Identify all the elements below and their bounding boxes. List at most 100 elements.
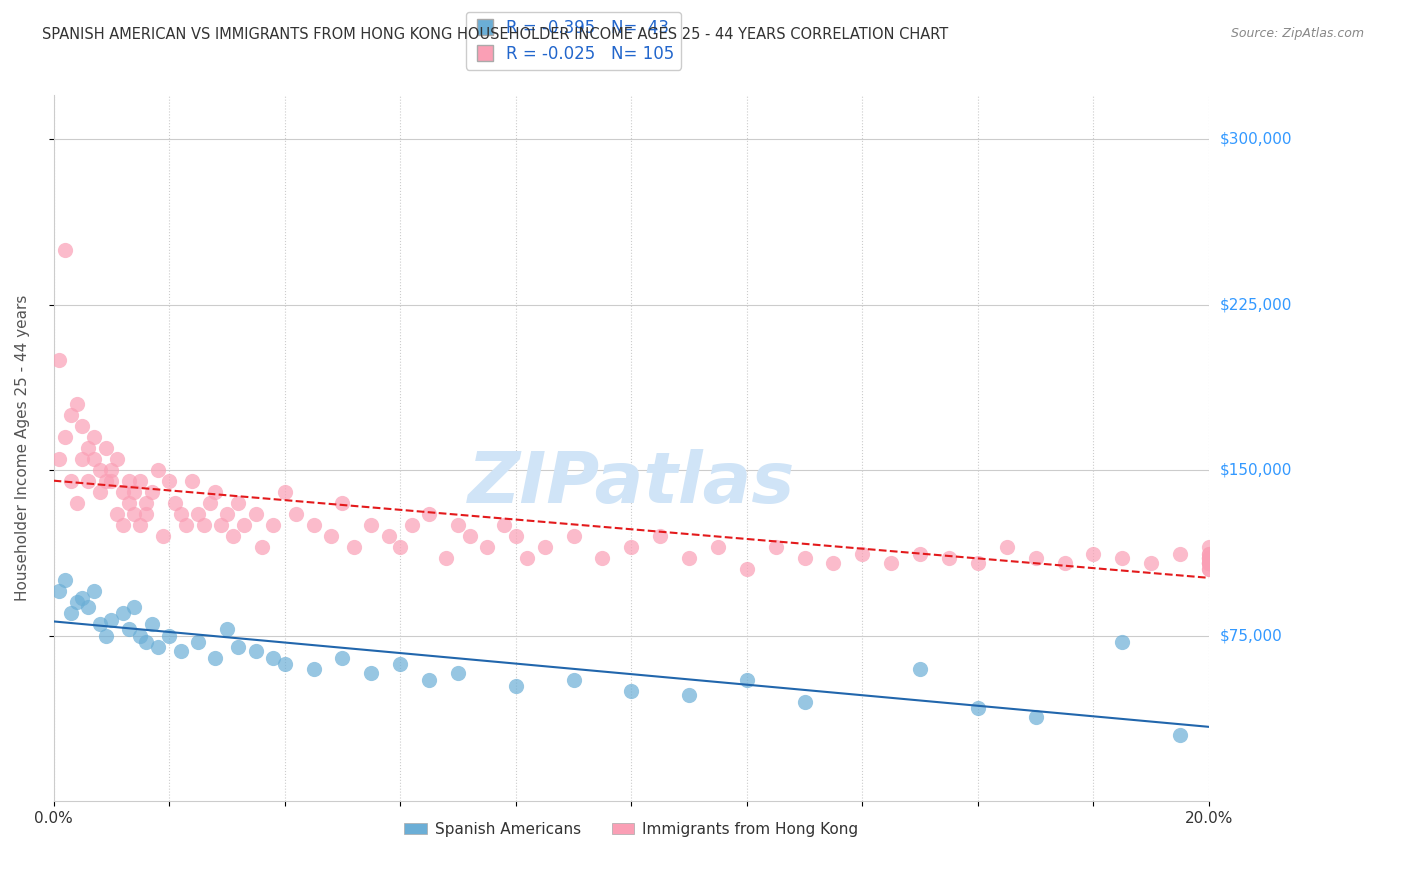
Point [48,452,70,467]
Point [620,541,643,555]
Point [83,430,105,444]
Point [650,529,672,543]
Point [591,551,613,566]
Legend: Spanish Americans, Immigrants from Hong Kong: Spanish Americans, Immigrants from Hong … [398,815,865,843]
Point [163,496,186,510]
Point [447,518,470,533]
Point [129,628,152,642]
Point [1198,562,1220,576]
Point [475,541,498,555]
Point [83,452,105,467]
Point [1168,547,1191,561]
Point [735,562,758,576]
Point [83,584,105,599]
Point [1198,547,1220,561]
Point [72,452,94,467]
Point [124,599,146,614]
Point [94,628,117,642]
Point [187,635,209,649]
Point [111,485,134,500]
Point [793,695,815,709]
Point [1198,551,1220,566]
Point [1140,556,1163,570]
Point [302,662,325,676]
Point [250,541,273,555]
Point [505,529,527,543]
Point [319,529,342,543]
Point [94,441,117,455]
Point [1198,541,1220,555]
Point [228,496,250,510]
Point [1198,556,1220,570]
Point [187,507,209,521]
Point [516,551,538,566]
Point [100,613,122,627]
Point [170,644,193,658]
Point [1025,710,1047,724]
Text: ZIPatlas: ZIPatlas [468,449,794,518]
Point [678,551,700,566]
Y-axis label: Householder Income Ages 25 - 44 years: Householder Income Ages 25 - 44 years [15,295,30,601]
Text: $75,000: $75,000 [1220,628,1282,643]
Point [1111,635,1133,649]
Point [193,518,215,533]
Point [332,650,354,665]
Point [157,628,180,642]
Point [343,541,366,555]
Point [273,485,295,500]
Point [302,518,325,533]
Point [157,474,180,488]
Point [118,622,141,636]
Point [89,485,111,500]
Point [967,701,990,715]
Point [221,529,243,543]
Text: $300,000: $300,000 [1220,132,1292,147]
Point [135,635,157,649]
Point [1053,556,1076,570]
Point [1198,547,1220,561]
Point [494,518,516,533]
Point [360,665,382,680]
Point [1168,728,1191,742]
Point [129,474,152,488]
Point [1198,562,1220,576]
Point [124,507,146,521]
Point [262,518,284,533]
Point [436,551,458,566]
Point [66,595,89,609]
Point [124,485,146,500]
Point [59,408,82,422]
Point [245,644,267,658]
Point [204,650,226,665]
Point [1198,556,1220,570]
Point [533,541,555,555]
Point [209,518,232,533]
Point [1083,547,1105,561]
Point [228,640,250,654]
Point [1198,551,1220,566]
Point [77,474,100,488]
Point [262,650,284,665]
Point [77,441,100,455]
Point [100,474,122,488]
Point [562,529,585,543]
Text: $225,000: $225,000 [1220,297,1292,312]
Point [389,541,412,555]
Point [245,507,267,521]
Point [823,556,845,570]
Point [111,607,134,621]
Point [880,556,903,570]
Point [273,657,295,672]
Point [89,617,111,632]
Point [72,591,94,605]
Point [204,485,226,500]
Point [152,529,174,543]
Point [170,507,193,521]
Point [48,352,70,367]
Point [620,683,643,698]
Point [135,507,157,521]
Point [1111,551,1133,566]
Point [66,496,89,510]
Text: $150,000: $150,000 [1220,463,1292,477]
Point [233,518,256,533]
